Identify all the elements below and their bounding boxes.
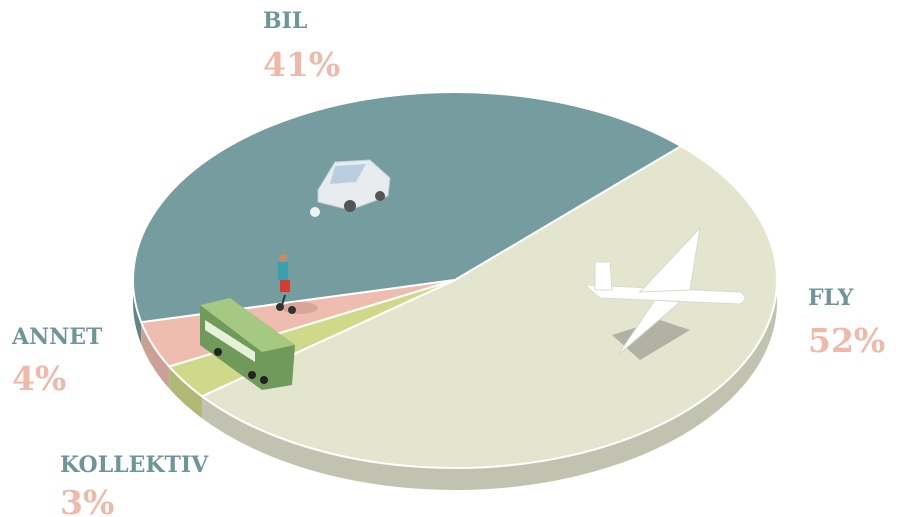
- value-label: 52%: [808, 321, 885, 360]
- slice: [132, 91, 684, 324]
- pie: [132, 91, 778, 491]
- illustrations: [200, 159, 746, 390]
- car-illustration: [310, 159, 391, 217]
- category-label: BIL: [263, 8, 307, 34]
- value-label: 3%: [60, 483, 114, 517]
- category-label: KOLLEKTIV: [60, 452, 209, 478]
- value-label: 41%: [263, 45, 340, 84]
- value-label: 4%: [12, 359, 66, 398]
- segway-illustration: [276, 254, 318, 314]
- category-label: ANNET: [11, 324, 103, 350]
- bus-illustration: [200, 298, 295, 390]
- slice: [199, 144, 778, 469]
- labels: BIL 41% FLY 52% KOLLEKTIV 3% ANNET 4%: [11, 8, 885, 517]
- category-label: FLY: [808, 285, 854, 311]
- slice-side: [169, 366, 202, 419]
- plane-illustration: [583, 226, 746, 360]
